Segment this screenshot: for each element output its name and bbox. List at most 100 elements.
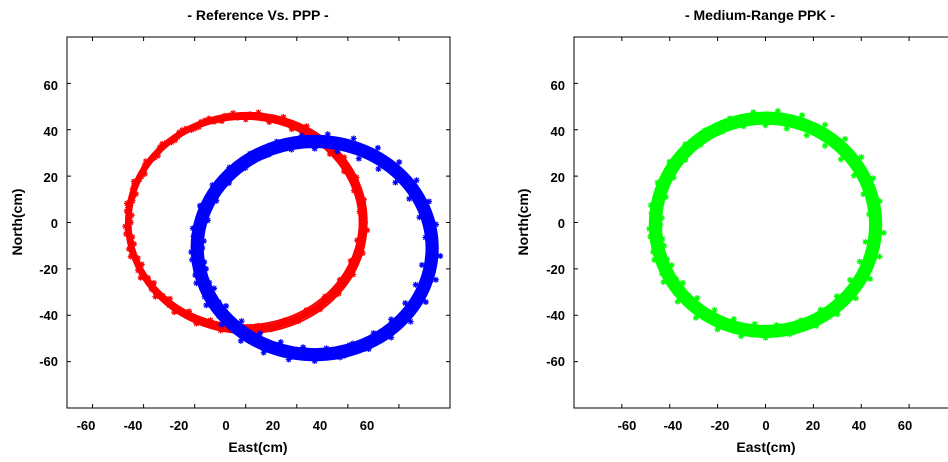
data-point xyxy=(202,294,208,300)
data-point xyxy=(675,299,681,305)
x-tick-label: -60 xyxy=(77,418,96,433)
data-point xyxy=(124,200,130,206)
data-point xyxy=(226,164,232,170)
data-point xyxy=(673,276,679,282)
data-point xyxy=(286,356,292,362)
data-point xyxy=(206,116,212,122)
data-point xyxy=(763,122,769,128)
data-point xyxy=(325,131,331,137)
data-point xyxy=(755,326,761,332)
y-tick-label: 40 xyxy=(551,124,565,139)
data-point xyxy=(877,254,883,260)
x-tick-label: 60 xyxy=(360,418,374,433)
data-point xyxy=(731,316,737,322)
data-point xyxy=(226,180,232,186)
data-point xyxy=(201,238,207,244)
data-point xyxy=(659,215,665,221)
x-tick-label: -40 xyxy=(124,418,143,433)
data-point xyxy=(818,130,823,135)
data-point xyxy=(824,133,830,139)
data-point xyxy=(747,114,753,120)
data-point xyxy=(221,314,227,320)
y-tick-label: 60 xyxy=(551,78,565,93)
x-tick-label: -20 xyxy=(711,418,730,433)
data-point xyxy=(129,212,135,218)
data-point xyxy=(335,154,341,160)
x-tick-label: 20 xyxy=(266,418,280,433)
data-point xyxy=(822,143,828,149)
data-point xyxy=(210,299,215,304)
data-point xyxy=(387,164,393,170)
data-point xyxy=(738,333,744,339)
data-point xyxy=(278,339,284,345)
data-point xyxy=(414,299,419,304)
data-point xyxy=(239,318,245,324)
data-point xyxy=(784,126,790,132)
y-tick-label: -60 xyxy=(39,354,58,369)
data-point xyxy=(849,287,855,293)
data-point xyxy=(131,178,137,184)
data-point xyxy=(708,130,713,135)
data-point xyxy=(714,326,720,332)
data-point xyxy=(793,324,799,330)
data-point xyxy=(838,156,844,162)
data-point xyxy=(378,156,384,162)
data-point xyxy=(288,147,294,153)
data-point xyxy=(128,254,134,260)
data-point xyxy=(255,323,261,329)
data-point xyxy=(361,220,366,225)
y-tick-label: -20 xyxy=(546,262,565,277)
data-point xyxy=(261,350,267,356)
data-point xyxy=(423,220,429,226)
data-point xyxy=(804,132,810,138)
data-point xyxy=(216,313,222,319)
data-point xyxy=(244,161,250,167)
data-point xyxy=(818,315,823,320)
data-point xyxy=(677,291,683,297)
chart-title: - Reference Vs. PPP - xyxy=(187,7,329,23)
data-point xyxy=(328,142,334,148)
data-point xyxy=(371,338,376,343)
data-point xyxy=(750,109,756,115)
chart-medium-range-ppk: - Medium-Range PPK - 60 40 20 0 -20 -40 … xyxy=(515,7,948,455)
data-point xyxy=(870,175,876,181)
data-point xyxy=(197,203,203,209)
data-point xyxy=(348,266,354,272)
data-point xyxy=(210,322,216,328)
data-point xyxy=(860,191,866,197)
data-point xyxy=(275,117,281,123)
data-point xyxy=(266,119,272,125)
data-point xyxy=(218,322,224,328)
data-point xyxy=(842,136,848,142)
data-point xyxy=(344,142,350,148)
data-point xyxy=(225,174,231,180)
data-point xyxy=(824,311,830,317)
data-point xyxy=(659,271,665,277)
data-point xyxy=(356,344,362,350)
data-point xyxy=(415,199,421,205)
data-point xyxy=(219,118,225,124)
data-point xyxy=(414,177,420,183)
data-point xyxy=(424,208,430,214)
plot-area xyxy=(646,108,886,341)
data-point xyxy=(166,302,172,308)
data-point xyxy=(694,295,700,301)
data-point xyxy=(664,256,670,262)
data-point xyxy=(782,327,788,333)
data-point xyxy=(302,127,307,132)
y-tick-label: 0 xyxy=(51,216,58,231)
data-point xyxy=(699,138,705,144)
data-point xyxy=(197,275,203,281)
data-point xyxy=(688,141,694,147)
x-tick-label: 40 xyxy=(852,418,866,433)
data-point xyxy=(673,290,679,296)
data-point xyxy=(402,300,408,306)
data-point xyxy=(669,262,675,268)
data-point xyxy=(142,171,148,177)
data-point xyxy=(673,159,679,165)
x-axis-label: East(cm) xyxy=(228,439,287,455)
data-point xyxy=(793,119,799,125)
data-point xyxy=(255,110,261,116)
data-point xyxy=(835,311,841,317)
data-point xyxy=(203,302,209,308)
